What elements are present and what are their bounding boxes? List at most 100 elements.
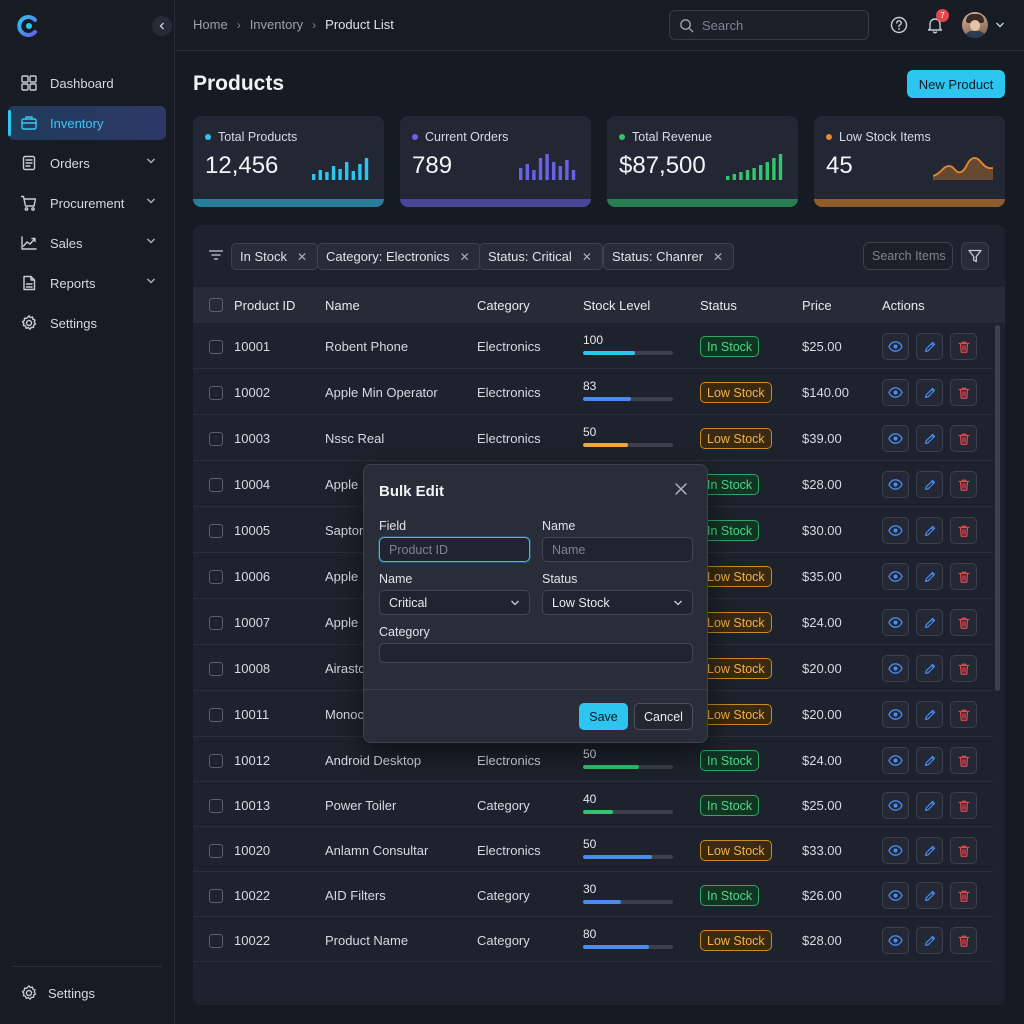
- table-row[interactable]: 10006 Apple Low Stock $35.00: [193, 553, 993, 599]
- view-button[interactable]: [882, 837, 909, 864]
- category-input[interactable]: [379, 643, 693, 663]
- filter-chip[interactable]: Status: Chanrer ✕: [603, 243, 735, 270]
- close-icon[interactable]: [675, 483, 687, 495]
- view-button[interactable]: [882, 379, 909, 406]
- table-row[interactable]: 10005 Saptor In Stock $30.00: [193, 507, 993, 553]
- table-row[interactable]: 10011 Monoc Low Stock $20.00: [193, 691, 993, 737]
- delete-button[interactable]: [950, 333, 977, 360]
- edit-button[interactable]: [916, 425, 943, 452]
- column-category[interactable]: Category: [477, 298, 530, 313]
- select-all-checkbox[interactable]: [209, 298, 223, 312]
- sidebar-item-reports[interactable]: Reports: [8, 266, 166, 300]
- filter-button[interactable]: [961, 242, 989, 270]
- table-row[interactable]: 10012 Android Desktop Electronics 50 In Stoc…: [193, 737, 993, 782]
- filter-chip[interactable]: Category: Electronics ✕: [317, 243, 481, 270]
- table-row[interactable]: 10022 AID Filters Category 30 In Stock $26.00: [193, 872, 993, 917]
- row-checkbox[interactable]: [209, 934, 223, 948]
- save-button[interactable]: Save: [579, 703, 628, 730]
- sidebar-item-orders[interactable]: Orders: [8, 146, 166, 180]
- view-button[interactable]: [882, 425, 909, 452]
- stat-card-current-orders[interactable]: Current Orders 789: [400, 116, 591, 207]
- sidebar-settings[interactable]: Settings: [20, 984, 95, 1002]
- stat-card-low-stock-items[interactable]: Low Stock Items 45: [814, 116, 1005, 207]
- view-button[interactable]: [882, 655, 909, 682]
- delete-button[interactable]: [950, 747, 977, 774]
- row-checkbox[interactable]: [209, 478, 223, 492]
- close-icon[interactable]: ✕: [296, 249, 308, 264]
- filter-lines-icon[interactable]: [209, 249, 223, 261]
- row-checkbox[interactable]: [209, 570, 223, 584]
- delete-button[interactable]: [950, 655, 977, 682]
- name-select[interactable]: Critical: [379, 590, 530, 615]
- view-button[interactable]: [882, 517, 909, 544]
- edit-button[interactable]: [916, 655, 943, 682]
- logo-icon[interactable]: [16, 14, 40, 38]
- column-product-id[interactable]: Product ID: [234, 298, 296, 313]
- column-price[interactable]: Price: [802, 298, 832, 313]
- column-stock-level[interactable]: Stock Level: [583, 298, 651, 313]
- row-checkbox[interactable]: [209, 386, 223, 400]
- edit-button[interactable]: [916, 747, 943, 774]
- table-row[interactable]: 10001 Robent Phone Electronics 100 In Stock $…: [193, 323, 993, 369]
- edit-button[interactable]: [916, 927, 943, 954]
- stat-card-total-products[interactable]: Total Products 12,456: [193, 116, 384, 207]
- sidebar-item-settings[interactable]: Settings: [8, 306, 166, 340]
- row-checkbox[interactable]: [209, 662, 223, 676]
- close-icon[interactable]: ✕: [459, 249, 470, 264]
- view-button[interactable]: [882, 471, 909, 498]
- filter-chip[interactable]: In Stock ✕: [231, 243, 319, 270]
- cancel-button[interactable]: Cancel: [634, 703, 693, 730]
- row-checkbox[interactable]: [209, 616, 223, 630]
- delete-button[interactable]: [950, 882, 977, 909]
- edit-button[interactable]: [916, 471, 943, 498]
- table-row[interactable]: 10003 Nssc Real Electronics 50 Low Stock $39.…: [193, 415, 993, 461]
- close-icon[interactable]: ✕: [581, 249, 592, 264]
- table-row[interactable]: 10013 Power Toiler Category 40 In Stock $25.0…: [193, 782, 993, 827]
- table-row[interactable]: 10007 Apple Low Stock $24.00: [193, 599, 993, 645]
- sidebar-item-sales[interactable]: Sales: [8, 226, 166, 260]
- sidebar-item-inventory[interactable]: Inventory: [8, 106, 166, 140]
- row-checkbox[interactable]: [209, 889, 223, 903]
- row-checkbox[interactable]: [209, 524, 223, 538]
- edit-button[interactable]: [916, 837, 943, 864]
- delete-button[interactable]: [950, 701, 977, 728]
- delete-button[interactable]: [950, 517, 977, 544]
- view-button[interactable]: [882, 792, 909, 819]
- field-input[interactable]: Product ID: [379, 537, 530, 562]
- view-button[interactable]: [882, 882, 909, 909]
- column-name[interactable]: Name: [325, 298, 360, 313]
- edit-button[interactable]: [916, 792, 943, 819]
- filter-chip[interactable]: Status: Critical ✕: [479, 243, 603, 270]
- sidebar-item-dashboard[interactable]: Dashboard: [8, 66, 166, 100]
- search-items-input[interactable]: Search Items: [863, 242, 953, 270]
- delete-button[interactable]: [950, 379, 977, 406]
- row-checkbox[interactable]: [209, 844, 223, 858]
- breadcrumb-inventory[interactable]: Inventory: [249, 17, 304, 32]
- breadcrumb-home[interactable]: Home: [193, 17, 228, 32]
- table-row[interactable]: 10022 Product Name Category 80 Low Stock $28.…: [193, 917, 993, 962]
- delete-button[interactable]: [950, 471, 977, 498]
- sidebar-item-procurement[interactable]: Procurement: [8, 186, 166, 220]
- view-button[interactable]: [882, 747, 909, 774]
- new-product-button[interactable]: New Product: [907, 70, 1005, 98]
- stat-card-total-revenue[interactable]: Total Revenue $87,500: [607, 116, 798, 207]
- avatar[interactable]: [962, 12, 988, 38]
- search-input[interactable]: Search: [669, 10, 869, 40]
- delete-button[interactable]: [950, 425, 977, 452]
- row-checkbox[interactable]: [209, 754, 223, 768]
- view-button[interactable]: [882, 927, 909, 954]
- view-button[interactable]: [882, 563, 909, 590]
- edit-button[interactable]: [916, 517, 943, 544]
- delete-button[interactable]: [950, 927, 977, 954]
- help-icon[interactable]: [890, 16, 908, 34]
- status-select[interactable]: Low Stock: [542, 590, 693, 615]
- edit-button[interactable]: [916, 882, 943, 909]
- row-checkbox[interactable]: [209, 708, 223, 722]
- edit-button[interactable]: [916, 333, 943, 360]
- view-button[interactable]: [882, 609, 909, 636]
- collapse-sidebar-button[interactable]: [152, 16, 172, 36]
- view-button[interactable]: [882, 333, 909, 360]
- row-checkbox[interactable]: [209, 799, 223, 813]
- delete-button[interactable]: [950, 563, 977, 590]
- row-checkbox[interactable]: [209, 340, 223, 354]
